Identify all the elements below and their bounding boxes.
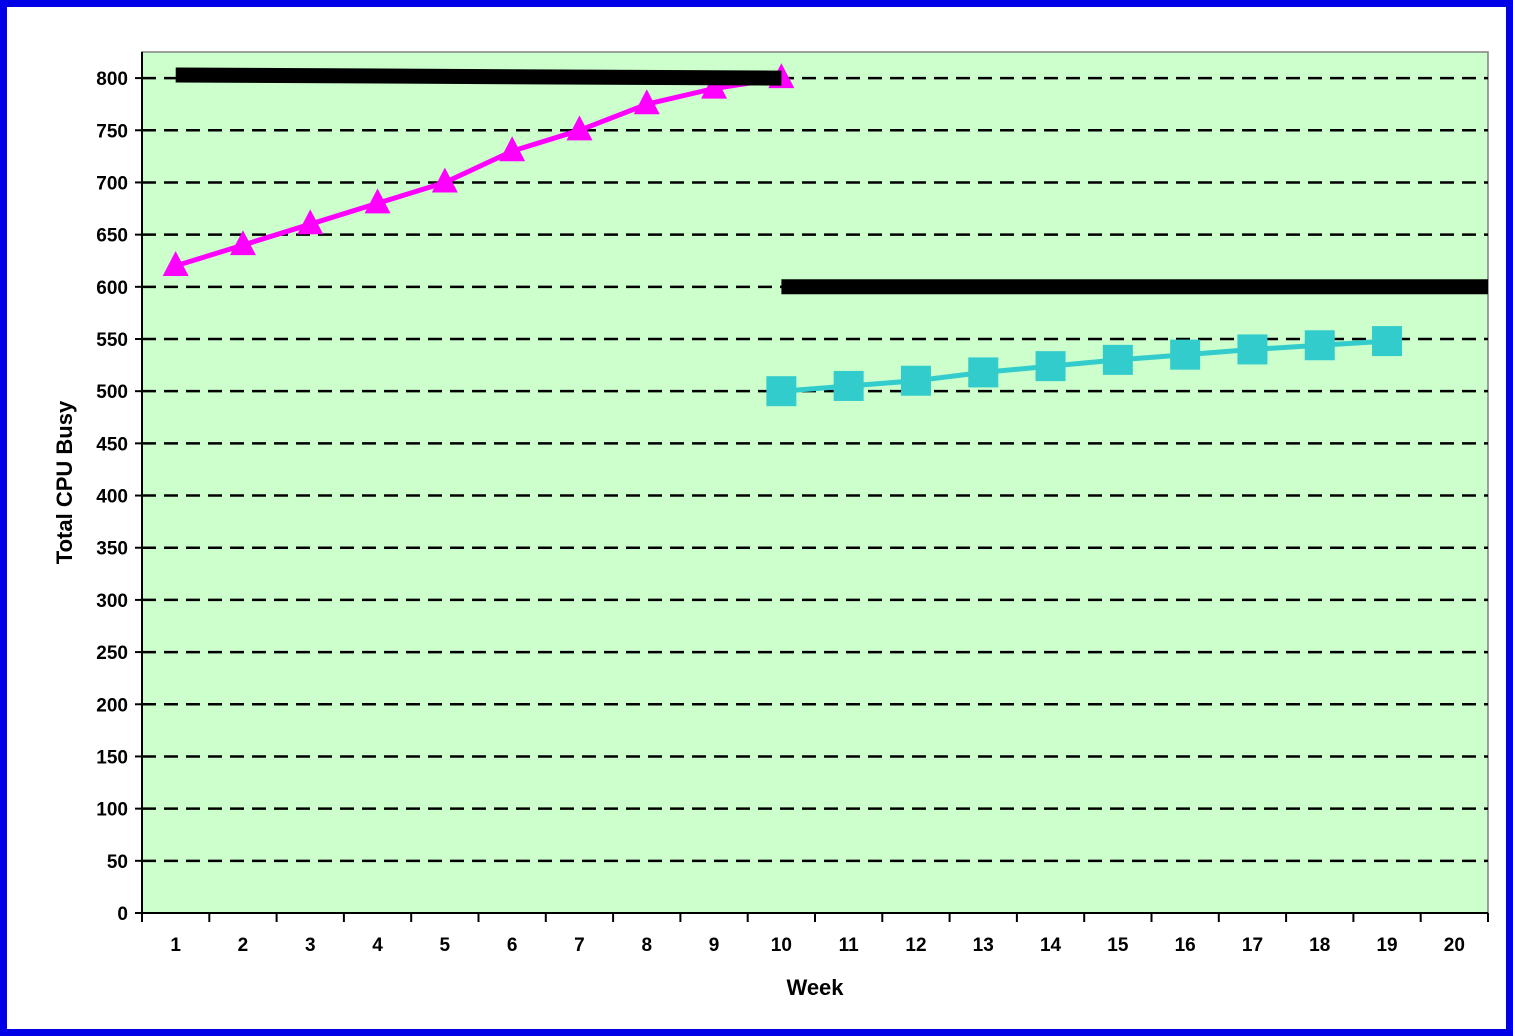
x-tick-label: 20 <box>1444 935 1465 956</box>
x-tick-label: 14 <box>1040 935 1062 956</box>
series-3 <box>175 67 782 86</box>
y-tick-label: 400 <box>96 487 128 508</box>
y-tick-label: 150 <box>96 747 128 768</box>
x-tick-label: 3 <box>305 935 316 956</box>
x-tick-label: 11 <box>839 935 860 956</box>
y-tick-label: 750 <box>96 121 128 142</box>
y-tick-label: 500 <box>96 382 128 403</box>
data-point-triangle <box>633 89 660 115</box>
x-tick-label: 17 <box>1242 935 1263 956</box>
y-tick-label: 0 <box>117 904 128 925</box>
series-line <box>781 338 1388 394</box>
data-point-square <box>833 370 864 401</box>
y-tick-label: 450 <box>96 434 128 455</box>
data-point-triangle <box>364 188 391 214</box>
series-line <box>174 75 782 269</box>
y-tick-label: 600 <box>96 278 128 299</box>
y-tick-label: 700 <box>96 173 128 194</box>
x-tick-label: 1 <box>170 935 181 956</box>
axes: 0 50 100 150 200 250 300 350 400 450 500 550 600 650 7… <box>96 52 1489 956</box>
data-point-square <box>1035 351 1066 382</box>
x-tick-label: 6 <box>507 935 518 956</box>
x-tick-label: 2 <box>238 935 249 956</box>
data-point-triangle <box>297 209 324 235</box>
series-layer <box>162 63 1488 407</box>
data-point-square <box>900 365 931 396</box>
data-point-triangle <box>499 136 526 162</box>
x-tick-label: 13 <box>973 935 994 956</box>
series-2 <box>766 326 1403 407</box>
y-tick-label: 650 <box>96 226 128 247</box>
data-point-square <box>1170 339 1201 370</box>
data-point-square <box>1237 334 1268 365</box>
x-tick-label: 8 <box>641 935 652 956</box>
y-tick-label: 200 <box>96 695 128 716</box>
x-tick-label: 4 <box>372 935 383 956</box>
y-tick-label: 250 <box>96 643 128 664</box>
data-point-triangle <box>431 167 458 193</box>
data-point-triangle <box>229 230 256 256</box>
y-tick-label: 350 <box>96 539 128 560</box>
data-point-triangle <box>566 115 593 141</box>
y-tick-label: 100 <box>96 800 128 821</box>
plot-area <box>141 51 1489 914</box>
data-point-triangle <box>701 73 728 99</box>
gridlines <box>142 76 1488 863</box>
series-1 <box>162 63 795 277</box>
data-point-square <box>1304 330 1335 361</box>
x-tick-label: 18 <box>1309 935 1330 956</box>
x-tick-label: 19 <box>1376 935 1397 956</box>
data-point-square <box>968 357 999 388</box>
y-tick-label: 50 <box>107 852 128 873</box>
threshold-line <box>175 67 782 86</box>
data-point-square <box>766 376 797 407</box>
x-tick-label: 10 <box>771 935 792 956</box>
y-tick-label: 550 <box>96 330 128 351</box>
y-tick-label: 800 <box>96 69 128 90</box>
data-point-square <box>1102 344 1133 375</box>
y-axis-title: Total CPU Busy <box>52 400 77 564</box>
x-axis-title: Week <box>786 975 844 1000</box>
x-tick-label: 7 <box>574 935 585 956</box>
x-tick-label: 9 <box>709 935 720 956</box>
x-tick-label: 15 <box>1107 935 1129 956</box>
x-tick-label: 16 <box>1175 935 1196 956</box>
data-point-square <box>1372 326 1403 357</box>
data-point-triangle <box>162 251 189 277</box>
y-tick-label: 300 <box>96 591 128 612</box>
x-tick-label: 5 <box>440 935 451 956</box>
x-tick-label: 12 <box>905 935 926 956</box>
